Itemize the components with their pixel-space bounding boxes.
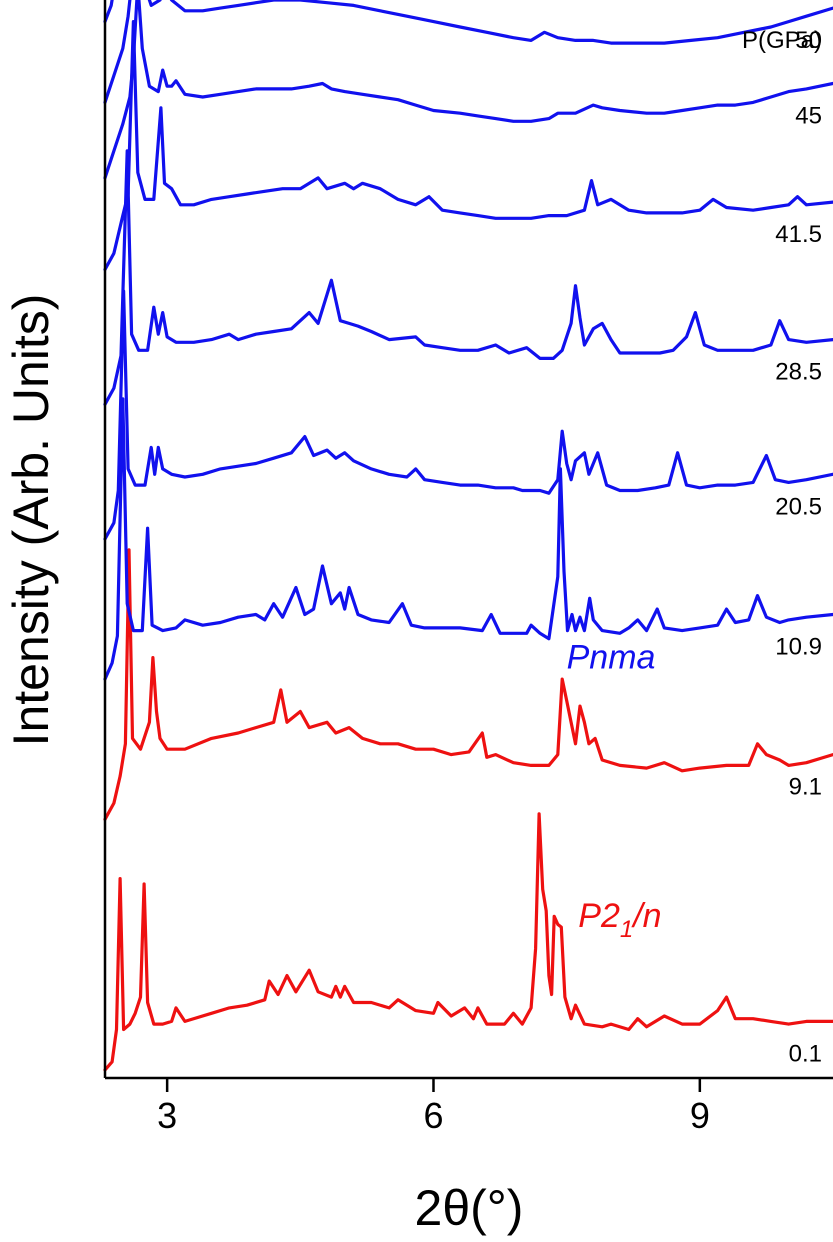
x-ticks: 3 6 9 — [157, 1078, 710, 1136]
series-label: 9.1 — [789, 774, 822, 801]
series-line-0-1 — [103, 812, 833, 1072]
series-layer — [103, 0, 833, 1072]
series-line-10-9 — [103, 397, 833, 681]
series-label: 10.9 — [775, 634, 822, 661]
x-tick-label: 3 — [157, 1095, 177, 1136]
phase-label: Pnma — [567, 638, 656, 676]
series-line-20-5 — [103, 289, 833, 541]
series-label: 0.1 — [789, 1040, 822, 1067]
pressure-header: P(GPa) — [742, 27, 822, 54]
series-label: 28.5 — [775, 359, 822, 386]
series-line-9-1 — [103, 548, 833, 821]
series-label: 41.5 — [775, 221, 822, 248]
series-labels: 0.19.110.920.528.541.545506.2 dec. — [775, 27, 822, 1067]
phase-labels: Pnma P21/n — [567, 638, 662, 943]
series-line-28-5 — [103, 149, 833, 406]
phase-label: P21/n — [578, 897, 661, 943]
series-line-41-5 — [103, 20, 833, 272]
series-line-45 — [103, 0, 833, 180]
series-line-6-2-dec- — [103, 0, 114, 24]
series-label: 20.5 — [775, 493, 822, 520]
x-tick-label: 9 — [690, 1095, 710, 1136]
series-line-50 — [103, 0, 833, 105]
axes-frame — [103, 0, 833, 1080]
series-label: 50 — [795, 27, 822, 54]
x-axis-title: 2θ(°) — [415, 1180, 524, 1236]
series-label: 45 — [795, 103, 822, 130]
x-tick-label: 6 — [423, 1095, 443, 1136]
y-axis-title: Intensity (Arb. Units) — [3, 294, 59, 747]
